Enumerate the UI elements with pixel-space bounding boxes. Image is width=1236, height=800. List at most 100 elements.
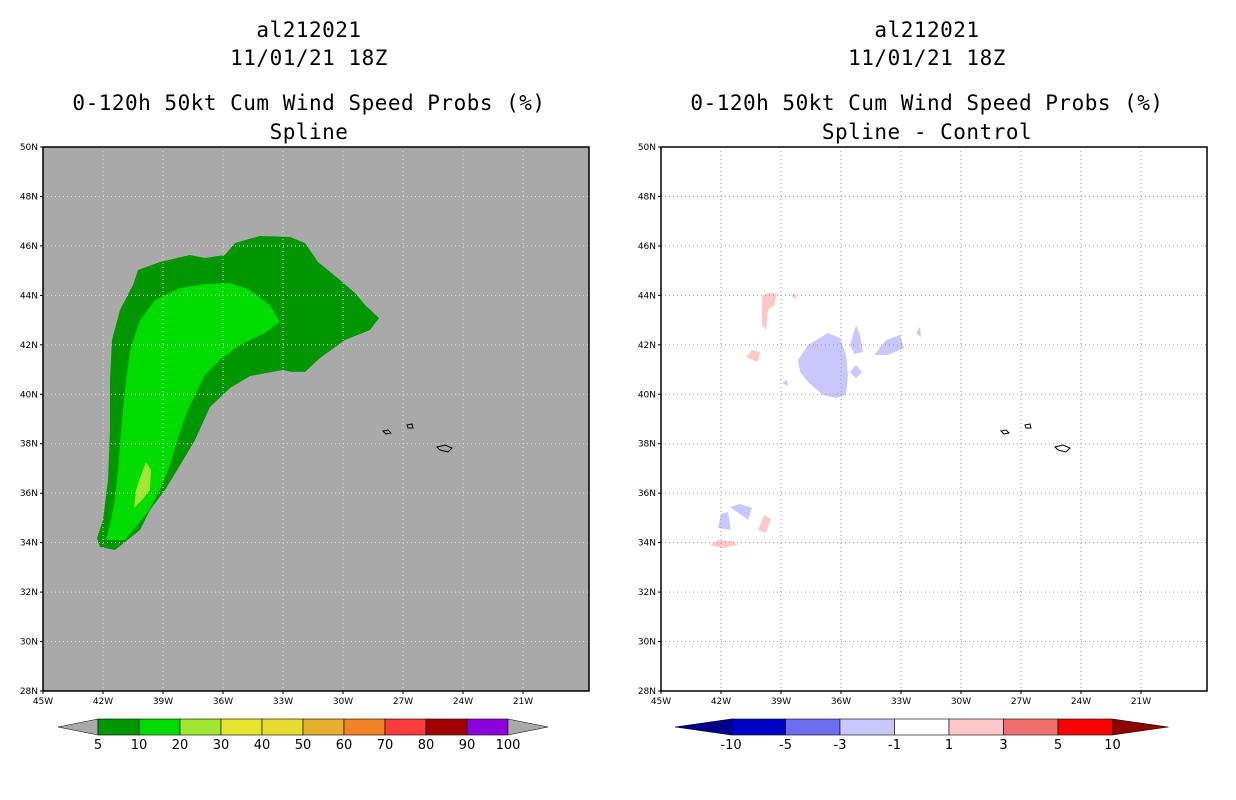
colorbar-swatch [730,718,786,736]
colorbar-end-arrow [507,718,549,736]
lon-tick-label: 21W [513,697,533,707]
lat-tick-label: 48N [638,192,656,202]
colorbar-swatch [179,718,222,736]
colorbar-label: -5 [779,738,792,753]
colorbar-swatch [97,718,140,736]
negative-diff-area [782,380,788,386]
subtitle: Spline - Control [821,120,1033,144]
negative-diff-area [916,327,921,337]
lat-tick-label: 44N [638,291,656,301]
lat-tick-label: 28N [20,687,38,697]
map-frame [660,146,1208,692]
colorbar-swatch [839,718,895,736]
colorbar-label: 5 [94,738,102,753]
negative-diff-area [730,504,752,520]
colorbar-swatch [220,718,263,736]
positive-diff-area [791,293,797,299]
lon-tick-label: 36W [831,697,851,707]
colorbar-swatch [302,718,345,736]
lat-tick-label: 44N [20,291,38,301]
positive-diff-area [746,350,760,362]
island-outline [999,423,1071,453]
colorbar-swatch [948,718,1004,736]
lat-tick-label: 36N [638,489,656,499]
storm-id-title: al212021 [256,18,362,42]
lat-tick-label: 46N [20,242,38,252]
lat-tick-label: 40N [20,390,38,400]
colorbar-end-arrow [674,718,732,736]
subtitle: Spline [269,120,349,144]
lon-tick-label: 36W [213,697,233,707]
lon-tick-label: 42W [93,697,113,707]
lon-tick-label: 27W [393,697,413,707]
colorbar-label: 5 [1054,738,1062,753]
lat-tick-label: 34N [20,539,38,549]
map-grid [661,147,1207,691]
colorbar-label: 30 [213,738,230,753]
colorbar-swatch [466,718,509,736]
lon-tick-label: 30W [333,697,353,707]
lat-tick-label: 42N [638,341,656,351]
colorbar-label: 1 [945,738,953,753]
product-title: 0-120h 50kt Cum Wind Speed Probs (%) [72,91,546,115]
lon-tick-label: 39W [153,697,173,707]
lat-tick-label: 36N [20,489,38,499]
lon-tick-label: 45W [33,697,53,707]
colorbar-swatch [1057,718,1113,736]
lat-tick-label: 48N [20,192,38,202]
prob-contour-20 [134,462,151,508]
lat-tick-label: 34N [638,539,656,549]
lon-tick-label: 39W [771,697,791,707]
lat-tick-label: 32N [638,588,656,598]
colorbar-label: 70 [377,738,394,753]
colorbar-label: 10 [131,738,148,753]
colorbar-label: 90 [459,738,476,753]
colorbar-label: 80 [418,738,435,753]
colorbar-label: 100 [496,738,521,753]
lat-tick-label: 40N [638,390,656,400]
difference-contours [710,293,921,548]
colorbar-swatch [343,718,386,736]
colorbar-label: -3 [834,738,847,753]
datetime-title: 11/01/21 18Z [848,46,1006,70]
colorbar-swatch [138,718,181,736]
map-frame [42,146,590,692]
datetime-title: 11/01/21 18Z [230,46,388,70]
lat-tick-label: 30N [638,638,656,648]
colorbar-swatch [261,718,304,736]
colorbar-swatch [894,718,950,736]
colorbar-label: 10 [1104,738,1121,753]
map-background [661,147,1207,691]
lon-tick-label: 42W [711,697,731,707]
lon-tick-label: 21W [1131,697,1151,707]
colorbar-label: -10 [720,738,741,753]
product-title: 0-120h 50kt Cum Wind Speed Probs (%) [690,91,1164,115]
lon-tick-label: 24W [1071,697,1091,707]
positive-diff-area [758,515,771,533]
negative-diff-area [718,512,731,530]
colorbar-end-arrow [1112,718,1169,736]
negative-diff-area [850,365,862,378]
lon-tick-label: 33W [891,697,911,707]
positive-diff-area [710,540,738,548]
colorbar-end-arrow [57,718,99,736]
lon-tick-label: 27W [1011,697,1031,707]
positive-diff-area [762,293,777,330]
colorbar-swatch [785,718,841,736]
lat-tick-label: 38N [638,440,656,450]
lat-tick-label: 28N [638,687,656,697]
colorbar-swatch [384,718,427,736]
island-outline [381,423,453,453]
lat-tick-label: 32N [20,588,38,598]
lat-tick-label: 50N [638,143,656,153]
colorbar-label: 50 [295,738,312,753]
colorbar-swatch [425,718,468,736]
lon-tick-label: 33W [273,697,293,707]
lon-tick-label: 45W [651,697,671,707]
colorbar-label: 60 [336,738,353,753]
negative-diff-area [798,333,848,398]
lat-tick-label: 42N [20,341,38,351]
